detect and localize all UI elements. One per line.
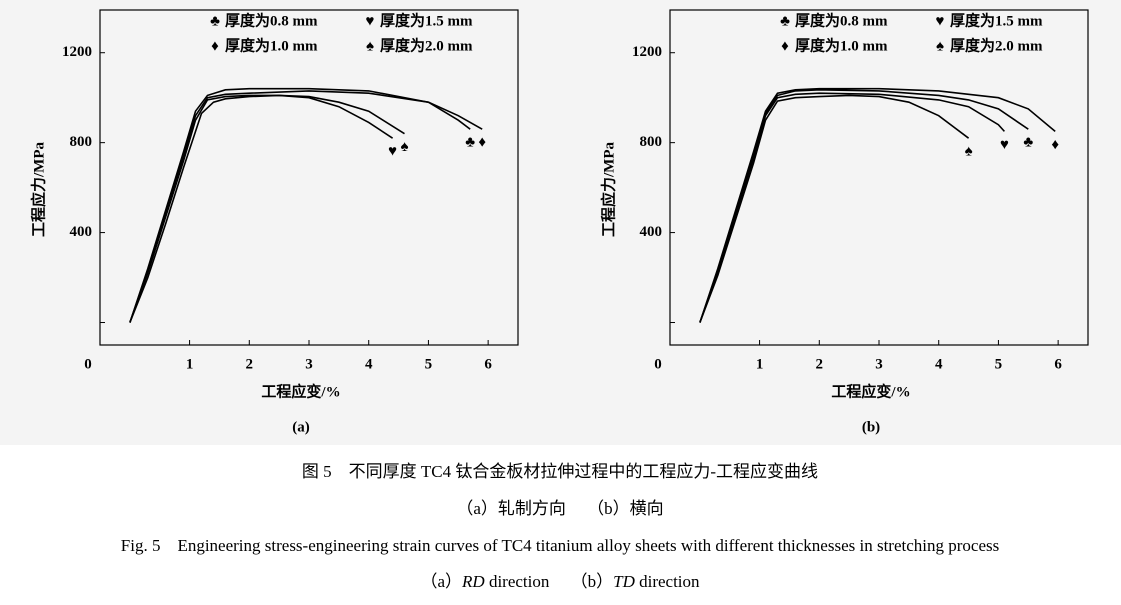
curve-marker: ♦ xyxy=(1051,137,1059,153)
legend-symbol: ♦ xyxy=(211,38,219,54)
x-tick-label: 5 xyxy=(425,356,433,372)
curve-marker: ♣ xyxy=(1023,135,1033,151)
caption-part: （a） xyxy=(420,572,462,591)
curve xyxy=(129,90,483,323)
curve-marker: ♥ xyxy=(1000,137,1009,153)
x-axis-label: 工程应变/% xyxy=(261,382,340,400)
x-tick-label: 4 xyxy=(935,356,943,372)
y-tick-label: 400 xyxy=(70,224,93,240)
caption-part: RD xyxy=(461,572,485,591)
caption-zh-sub: （a）轧制方向 （b）横向 xyxy=(456,499,663,518)
y-tick-label: 1200 xyxy=(632,44,662,60)
y-tick-label: 800 xyxy=(70,134,93,150)
y-tick-label: 400 xyxy=(640,224,663,240)
x-tick-label: 3 xyxy=(875,356,883,372)
x-tick-label: 4 xyxy=(365,356,373,372)
legend-symbol: ♣ xyxy=(210,13,220,29)
curve xyxy=(129,94,405,323)
x-tick-label: 6 xyxy=(484,356,492,372)
caption-zh-title: 图 5 不同厚度 TC4 钛合金板材拉伸过程中的工程应力-工程应变曲线 xyxy=(302,462,818,481)
legend-symbol: ♥ xyxy=(366,13,375,29)
curve-marker: ♣ xyxy=(465,135,475,151)
legend-symbol: ♠ xyxy=(936,38,944,54)
y-tick-label: 800 xyxy=(640,134,663,150)
panel-label: (b) xyxy=(862,419,880,435)
origin-label: 0 xyxy=(84,356,92,372)
x-tick-label: 2 xyxy=(246,356,254,372)
curve-marker: ♠ xyxy=(401,139,409,155)
legend-symbol: ♠ xyxy=(366,38,374,54)
x-tick-label: 5 xyxy=(995,356,1003,372)
legend-label: 厚度为1.5 mm xyxy=(380,11,473,29)
curve-marker: ♥ xyxy=(388,144,397,160)
panel-label: (a) xyxy=(292,419,310,435)
x-tick-label: 1 xyxy=(186,356,194,372)
legend-symbol: ♦ xyxy=(781,38,789,54)
y-axis-label: 工程应力/MPa xyxy=(29,142,47,237)
origin-label: 0 xyxy=(654,356,662,372)
y-tick-label: 1200 xyxy=(62,44,92,60)
y-axis-label: 工程应力/MPa xyxy=(599,142,617,237)
caption-en-title: Fig. 5 Engineering stress-engineering st… xyxy=(121,536,999,555)
curve xyxy=(699,94,970,323)
legend-label: 厚度为2.0 mm xyxy=(380,36,473,54)
figure-background xyxy=(0,0,1121,445)
legend-label: 厚度为2.0 mm xyxy=(950,36,1043,54)
x-tick-label: 3 xyxy=(305,356,313,372)
legend-symbol: ♣ xyxy=(780,13,790,29)
legend-label: 厚度为0.8 mm xyxy=(795,11,888,29)
legend-label: 厚度为1.0 mm xyxy=(225,36,318,54)
curve xyxy=(699,87,1056,323)
curve xyxy=(699,92,1005,323)
caption-en-sub: （a）RD direction （b）TD direction xyxy=(420,572,700,591)
legend-symbol: ♥ xyxy=(936,13,945,29)
caption-part: direction xyxy=(635,572,700,591)
x-tick-label: 6 xyxy=(1054,356,1062,372)
x-axis-label: 工程应变/% xyxy=(831,382,910,400)
x-tick-label: 2 xyxy=(816,356,824,372)
curve xyxy=(129,94,394,323)
legend-label: 厚度为1.5 mm xyxy=(950,11,1043,29)
caption-part: TD xyxy=(613,572,635,591)
curve-marker: ♦ xyxy=(478,135,486,151)
x-tick-label: 1 xyxy=(756,356,764,372)
legend-label: 厚度为1.0 mm xyxy=(795,36,888,54)
curve-marker: ♠ xyxy=(965,144,973,160)
legend-label: 厚度为0.8 mm xyxy=(225,11,318,29)
caption-part: direction （b） xyxy=(485,572,613,591)
